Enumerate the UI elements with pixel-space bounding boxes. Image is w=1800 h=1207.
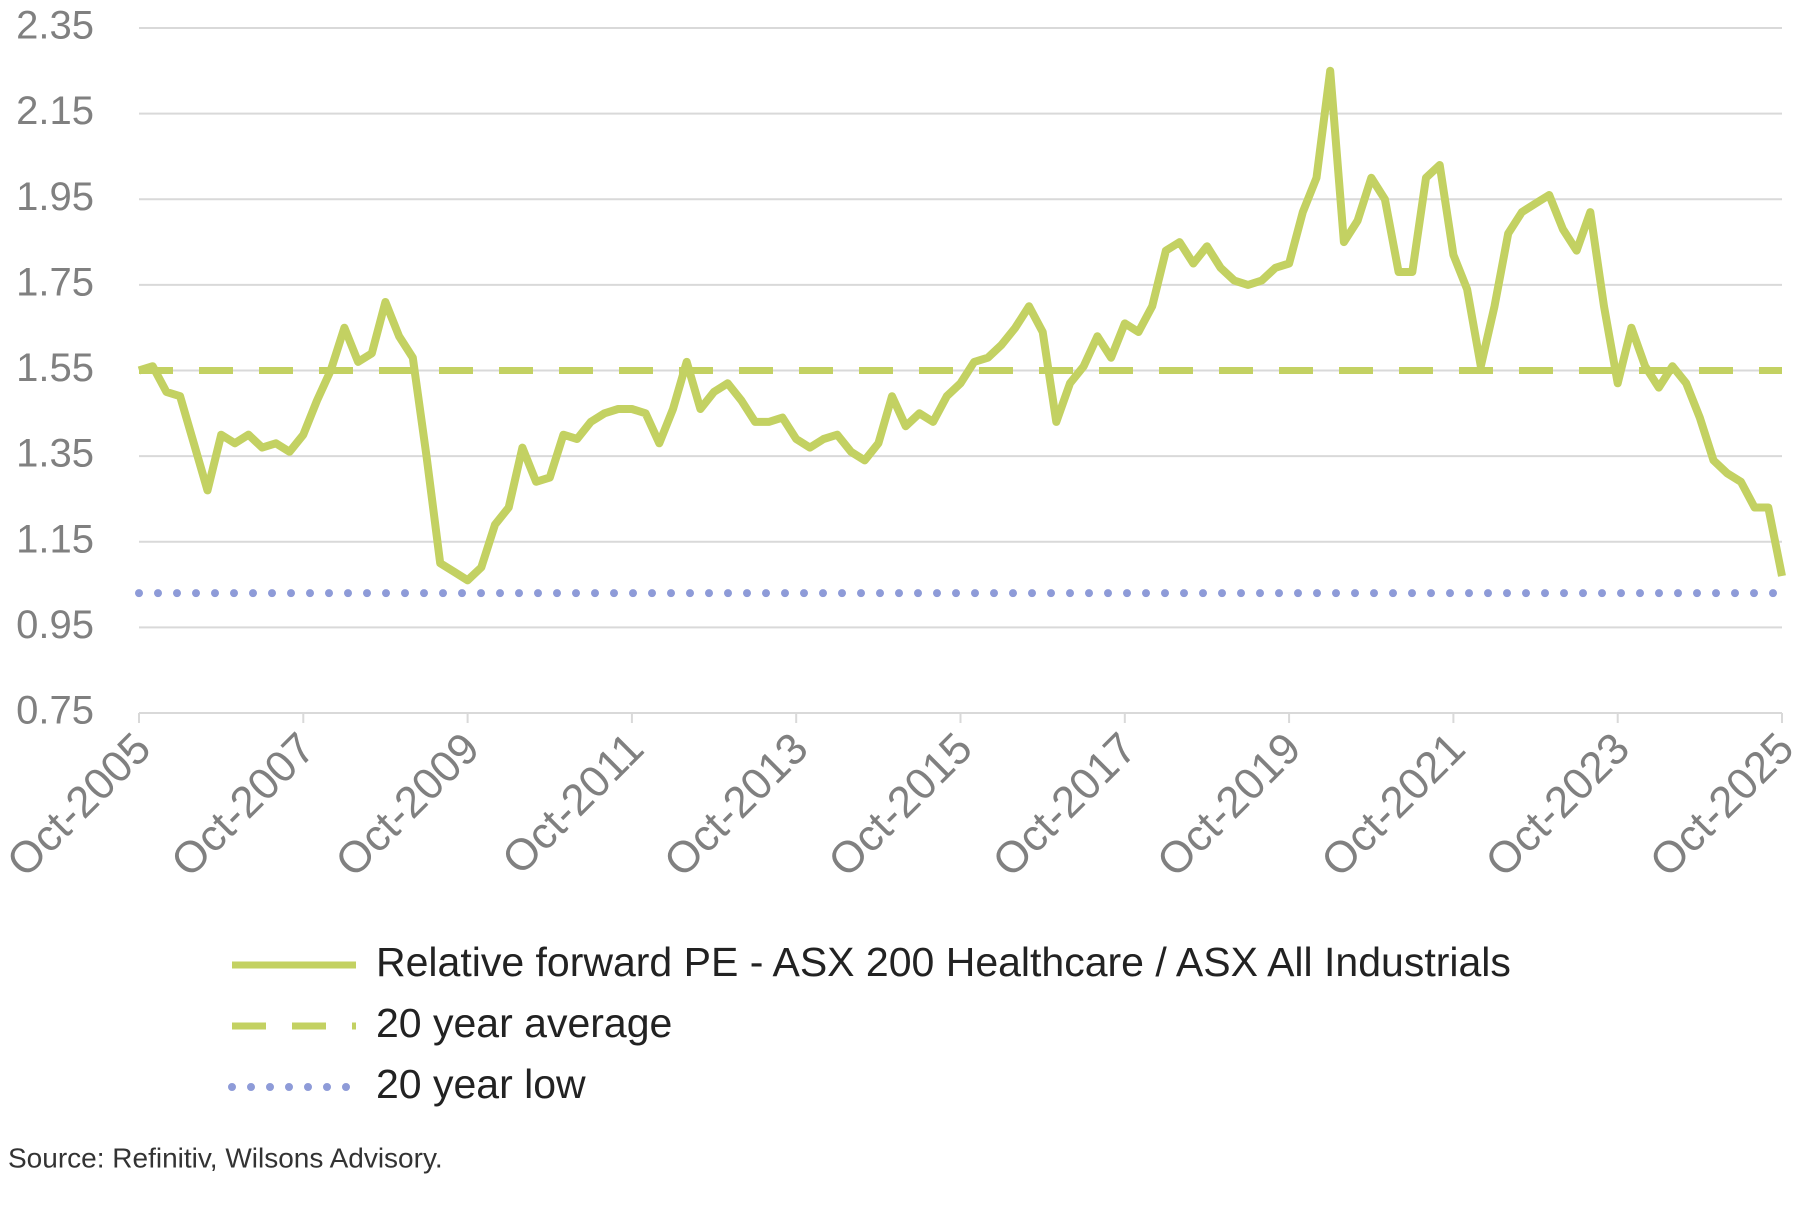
y-tick-label: 2.35 (16, 4, 94, 48)
legend-label: 20 year low (376, 1061, 586, 1107)
y-tick-label: 2.15 (16, 89, 94, 133)
x-tick-label: Oct-2015 (819, 724, 982, 887)
x-tick-label: Oct-2025 (1641, 724, 1800, 887)
x-tick-label: Oct-2005 (0, 724, 160, 887)
y-tick-label: 1.15 (16, 517, 94, 561)
y-tick-label: 1.55 (16, 346, 94, 390)
y-tick-label: 1.95 (16, 175, 94, 219)
x-tick-label: Oct-2009 (326, 724, 489, 887)
x-tick-label: Oct-2017 (983, 724, 1146, 887)
y-tick-label: 0.75 (16, 689, 94, 733)
x-tick-label: Oct-2023 (1476, 724, 1639, 887)
legend-label: 20 year average (376, 1000, 672, 1046)
x-tick-label: Oct-2021 (1312, 724, 1475, 887)
x-tick-label: Oct-2007 (162, 724, 325, 887)
x-tick-label: Oct-2011 (493, 724, 653, 884)
x-tick-label: Oct-2013 (655, 724, 818, 887)
data-line (137, 66, 1786, 585)
source-note: Source: Refinitiv, Wilsons Advisory. (8, 1142, 443, 1173)
y-tick-label: 0.95 (16, 603, 94, 647)
y-tick-label: 1.75 (16, 260, 94, 304)
y-tick-label: 1.35 (16, 432, 94, 476)
legend-label: Relative forward PE - ASX 200 Healthcare… (376, 939, 1511, 985)
x-tick-label: Oct-2019 (1148, 724, 1311, 887)
